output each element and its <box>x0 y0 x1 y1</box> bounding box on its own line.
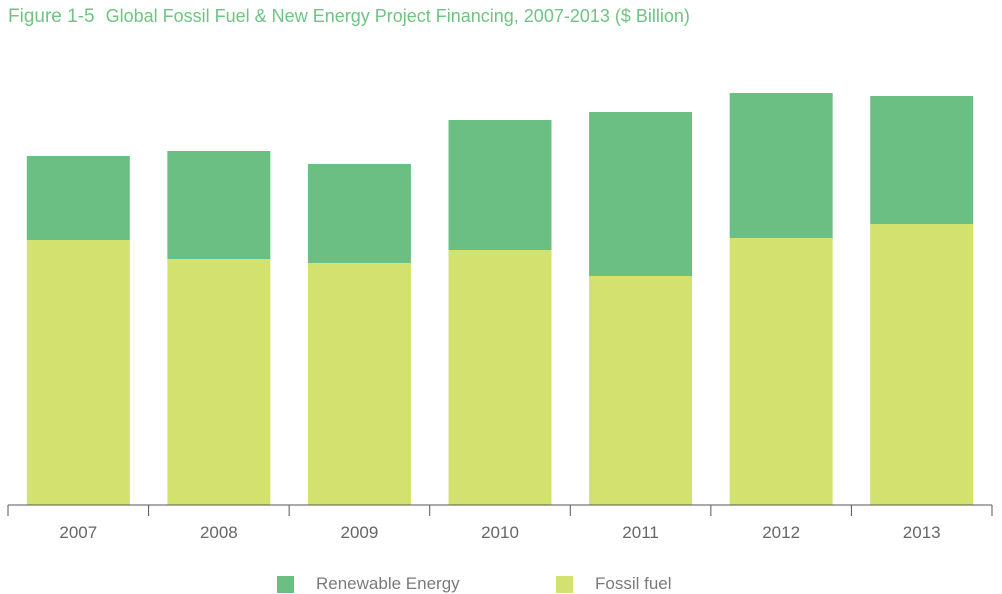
stacked-bar-chart: 2007 2008 2009 2010 2011 2012 2013 <box>7 93 993 542</box>
legend-swatch-fossil-fuel <box>556 575 573 593</box>
chart-title-text: Global Fossil Fuel & New Energy Project … <box>105 6 690 26</box>
figure-number: Figure 1-5 <box>8 6 95 27</box>
bar-renewable-energy-2013 <box>870 96 974 224</box>
bar-fossil-fuel-2009 <box>307 263 411 505</box>
bar-renewable-energy-2008 <box>167 151 271 259</box>
x-tick-label-2012: 2012 <box>762 523 800 542</box>
legend-label-fossil-fuel: Fossil fuel <box>595 574 672 593</box>
legend-label-renewable-energy: Renewable Energy <box>316 574 460 593</box>
bar-renewable-energy-2007 <box>26 156 130 240</box>
bar-renewable-energy-2011 <box>589 112 693 276</box>
legend-item-fossil-fuel: Fossil fuel <box>556 574 672 594</box>
legend-swatch-renewable-energy <box>277 575 294 593</box>
x-tick-label-2007: 2007 <box>59 523 97 542</box>
bar-fossil-fuel-2010 <box>448 250 552 505</box>
bar-renewable-energy-2012 <box>729 93 833 238</box>
legend: Renewable Energy Fossil fuel <box>0 574 1002 593</box>
legend-item-renewable-energy: Renewable Energy <box>277 574 460 594</box>
x-tick-label-2010: 2010 <box>481 523 519 542</box>
bar-fossil-fuel-2008 <box>167 259 271 505</box>
bar-fossil-fuel-2013 <box>870 224 974 505</box>
bar-fossil-fuel-2011 <box>589 276 693 505</box>
bar-fossil-fuel-2012 <box>729 238 833 505</box>
x-tick-label-2013: 2013 <box>903 523 941 542</box>
bar-renewable-energy-2010 <box>448 120 552 250</box>
bar-fossil-fuel-2007 <box>26 240 130 505</box>
x-tick-label-2011: 2011 <box>622 523 659 542</box>
x-tick-label-2008: 2008 <box>200 523 238 542</box>
x-tick-label-2009: 2009 <box>341 523 379 542</box>
bar-renewable-energy-2009 <box>307 164 411 263</box>
chart-title: Figure 1-5 Global Fossil Fuel & New Ener… <box>8 6 690 28</box>
